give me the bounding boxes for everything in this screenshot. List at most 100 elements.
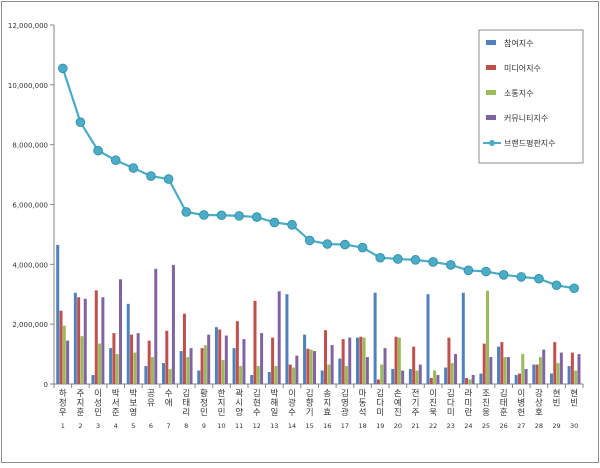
- bar-1: [73, 292, 77, 384]
- bar-2: [535, 364, 539, 384]
- bar-3: [521, 354, 525, 384]
- y-tick-label: 10,000,000: [8, 82, 48, 90]
- line-point: [163, 174, 174, 184]
- bar-2: [94, 290, 98, 384]
- bar-3: [380, 364, 384, 384]
- bar-3: [239, 366, 243, 384]
- bar-3: [450, 363, 454, 384]
- x-number-label: 15: [306, 422, 314, 430]
- bar-1: [497, 346, 501, 384]
- line-point: [481, 266, 491, 277]
- line-point: [463, 265, 474, 276]
- x-number-label: 5: [131, 422, 135, 430]
- x-labels-layer: 하 정 우 1 주 지 훈 2 이 성 민 3 박 서 준 4 박 보 영 5 공 유 6 수 애 7 김 태 리 8 황 정 민 9 한 지 민 10 곽…: [59, 388, 578, 430]
- bar-2: [112, 333, 116, 384]
- bar-2: [412, 346, 416, 384]
- legend-marker-swatch: [489, 140, 495, 146]
- bar-1: [197, 370, 201, 384]
- y-tick-label: 12,000,000: [8, 22, 48, 30]
- y-tick-label: 6,000,000: [12, 202, 48, 210]
- bar-2: [465, 378, 469, 384]
- line-point: [516, 272, 527, 282]
- x-number-label: 27: [517, 422, 525, 430]
- x-number-label: 2: [78, 422, 82, 430]
- legend-swatch: [486, 90, 496, 95]
- bar-1: [109, 348, 113, 384]
- bar-3: [309, 349, 313, 384]
- y-tick-label: 0: [44, 381, 48, 389]
- x-number-label: 22: [429, 422, 437, 430]
- bar-4: [224, 335, 228, 384]
- bar-1: [214, 327, 218, 384]
- bar-4: [171, 264, 175, 384]
- bar-1: [232, 348, 236, 384]
- legend-label: 소통지수: [504, 89, 533, 98]
- x-number-label: 16: [323, 422, 331, 430]
- line-point: [93, 145, 103, 156]
- bar-4: [277, 291, 281, 384]
- line-point: [410, 255, 421, 265]
- bar-1: [285, 294, 289, 384]
- legend-label: 미디어지수: [504, 63, 541, 73]
- x-number-label: 30: [570, 422, 578, 430]
- bar-1: [91, 375, 95, 384]
- bar-3: [274, 366, 278, 384]
- x-number-label: 20: [394, 422, 402, 430]
- bar-2: [359, 336, 363, 384]
- bar-3: [256, 366, 260, 384]
- bar-4: [471, 375, 475, 384]
- bar-4: [418, 364, 422, 384]
- x-number-label: 17: [341, 422, 349, 430]
- bar-3: [468, 379, 472, 384]
- bar-4: [101, 297, 105, 384]
- bar-2: [553, 342, 557, 384]
- x-number-label: 24: [464, 422, 472, 430]
- legend-label: 참여지수: [504, 38, 533, 48]
- bar-2: [500, 342, 504, 384]
- line-point: [428, 257, 438, 267]
- bar-3: [538, 357, 542, 384]
- bar-2: [200, 348, 204, 384]
- line-point: [375, 252, 386, 263]
- bar-4: [189, 348, 193, 384]
- bar-4: [312, 351, 316, 384]
- bar-2: [376, 379, 380, 384]
- bar-4: [489, 357, 493, 384]
- bar-3: [115, 354, 119, 384]
- bar-3: [397, 337, 401, 384]
- bar-3: [292, 367, 296, 384]
- x-number-label: 18: [358, 422, 366, 430]
- bar-2: [235, 321, 239, 384]
- bar-4: [365, 357, 369, 384]
- bar-2: [218, 329, 222, 384]
- line-point: [340, 239, 350, 250]
- bar-4: [454, 354, 458, 384]
- bar-3: [415, 370, 419, 384]
- x-number-label: 29: [552, 422, 560, 430]
- x-number-label: 1: [61, 422, 65, 430]
- y-tick-label: 2,000,000: [12, 321, 48, 329]
- bar-4: [295, 355, 299, 384]
- line-point: [234, 211, 244, 221]
- x-number-label: 21: [411, 422, 419, 430]
- bar-2: [394, 336, 398, 384]
- legend-swatch: [486, 40, 496, 45]
- bar-2: [324, 330, 328, 384]
- line-point: [322, 239, 333, 249]
